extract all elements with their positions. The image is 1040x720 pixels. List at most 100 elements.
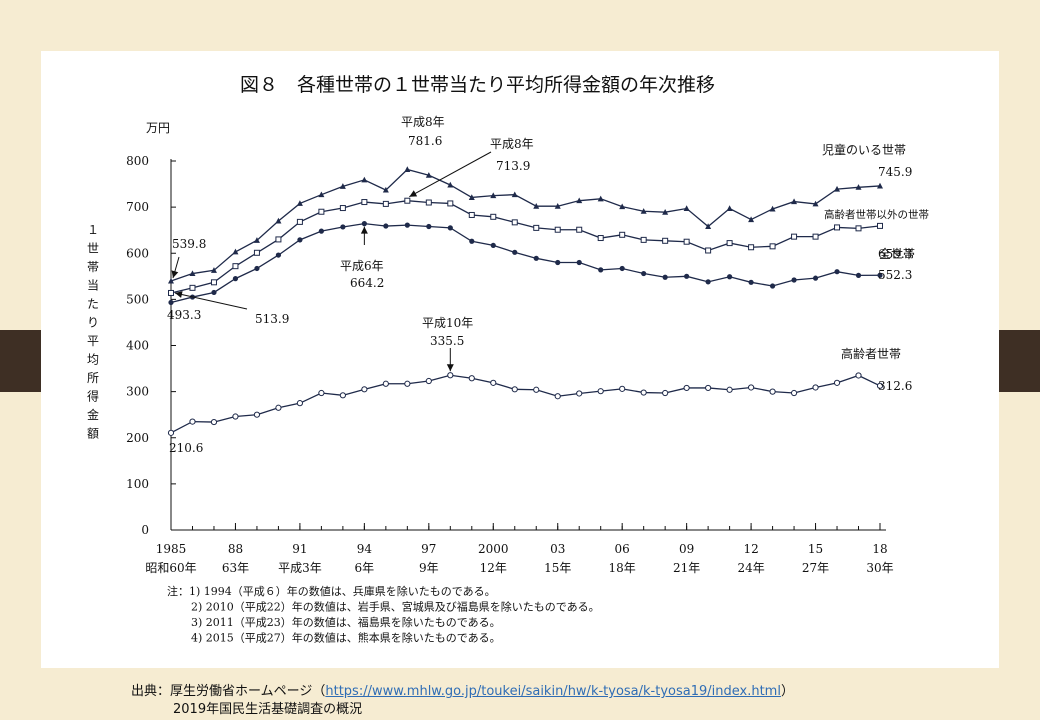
data-point bbox=[748, 216, 755, 223]
annotation-arrow-513-9-head bbox=[175, 291, 183, 298]
data-point bbox=[726, 240, 733, 247]
data-point bbox=[447, 200, 454, 207]
data-point bbox=[683, 384, 690, 392]
data-point bbox=[468, 211, 475, 218]
source-line: 出典：厚生労働省ホームページ（https://www.mhlw.go.jp/to… bbox=[131, 680, 794, 699]
annotation-value: 539.8 bbox=[172, 237, 206, 251]
data-point bbox=[597, 195, 604, 202]
x-tick-era-label: 昭和60年 bbox=[145, 561, 196, 575]
annotation-value: 659.3 bbox=[878, 247, 912, 261]
data-point bbox=[748, 244, 755, 251]
x-tick-label: 97 bbox=[421, 542, 436, 556]
data-point bbox=[210, 279, 217, 286]
series-open-square bbox=[168, 197, 883, 296]
series-line bbox=[170, 200, 881, 294]
data-point bbox=[769, 243, 776, 250]
data-point bbox=[533, 203, 540, 209]
x-tick-label: 94 bbox=[357, 542, 373, 556]
y-axis-label-char: り bbox=[87, 316, 99, 330]
data-point bbox=[253, 411, 261, 418]
data-point bbox=[511, 191, 518, 198]
data-point bbox=[490, 192, 497, 199]
data-point bbox=[812, 275, 819, 281]
x-tick-era-label: 15年 bbox=[544, 561, 571, 575]
chart-svg: 図８ 各種世帯の１世帯当たり平均所得金額の年次推移 万円 １ 世帯当たり平均所得金… bbox=[87, 74, 929, 645]
data-point bbox=[275, 404, 282, 411]
data-point bbox=[705, 279, 711, 285]
x-tick-era-label: 12年 bbox=[480, 561, 507, 575]
x-tick-label: 12 bbox=[743, 542, 758, 556]
data-point bbox=[210, 418, 218, 426]
data-point bbox=[426, 223, 432, 230]
footnote: 注：1) 1994（平成６）年の数値は、兵庫県を除いたものである。 bbox=[167, 584, 496, 598]
y-tick-label: 800 bbox=[126, 154, 149, 168]
data-point bbox=[382, 200, 389, 207]
data-point bbox=[834, 269, 840, 275]
chart-title: 図８ 各種世帯の１世帯当たり平均所得金額の年次推移 bbox=[240, 74, 715, 96]
data-point bbox=[662, 237, 669, 244]
annotation-value: 312.6 bbox=[878, 379, 912, 393]
legend-label-児童のいる世帯: 児童のいる世帯 bbox=[822, 142, 906, 157]
source-suffix: ） bbox=[780, 684, 794, 699]
legend-label-全世帯: 全世帯 bbox=[879, 246, 915, 261]
source-link[interactable]: https://www.mhlw.go.jp/toukei/saikin/hw/… bbox=[325, 684, 781, 699]
data-point bbox=[339, 205, 346, 212]
data-point bbox=[425, 199, 432, 206]
data-point bbox=[404, 166, 411, 172]
series-dot bbox=[168, 221, 883, 306]
data-point bbox=[447, 181, 454, 188]
x-tick-era-label: 平成3年 bbox=[278, 561, 322, 575]
data-point bbox=[812, 233, 819, 240]
footnote: 2) 2010（平成22）年の数値は、岩手県、宮城県及び福島県を除いたものである… bbox=[191, 600, 600, 614]
x-tick-era-label: 18年 bbox=[609, 561, 636, 575]
y-axis-label-char: 金 bbox=[87, 407, 99, 422]
y-tick-label: 600 bbox=[126, 246, 149, 260]
data-point bbox=[597, 235, 604, 242]
x-tick-label: 06 bbox=[615, 542, 630, 556]
series-group bbox=[167, 166, 884, 436]
data-point bbox=[361, 386, 368, 393]
data-point bbox=[640, 389, 647, 396]
x-tick-era-label: 63年 bbox=[222, 561, 249, 575]
data-point bbox=[683, 205, 690, 212]
data-point bbox=[425, 172, 432, 178]
annotation-value: 745.9 bbox=[878, 165, 912, 179]
data-point bbox=[705, 223, 712, 229]
annotation-arrow-539-8-head bbox=[171, 270, 179, 279]
data-point bbox=[727, 274, 733, 280]
x-tick-era-label: 24年 bbox=[737, 561, 764, 575]
annotation-arrow-713-9 bbox=[409, 151, 492, 198]
annotations: 平成8年 781.6 平成8年 713.9 平成6年 664.2 平成10年 335.5 539… bbox=[167, 115, 929, 455]
data-point bbox=[339, 392, 346, 399]
data-point bbox=[511, 386, 518, 393]
data-point bbox=[705, 247, 712, 254]
data-point bbox=[210, 267, 217, 273]
data-point bbox=[404, 197, 411, 204]
data-point bbox=[425, 377, 432, 385]
data-point bbox=[296, 200, 303, 206]
annotation-value: 713.9 bbox=[496, 159, 530, 173]
data-point bbox=[554, 226, 561, 233]
data-point bbox=[168, 277, 174, 284]
data-point bbox=[747, 384, 755, 391]
data-point bbox=[318, 389, 325, 397]
data-point bbox=[404, 222, 410, 228]
annotation-label: 平成6年 bbox=[340, 259, 384, 273]
data-point bbox=[232, 276, 239, 282]
y-axis-label: １ 世帯当たり平均所得金額 bbox=[87, 223, 99, 441]
data-point bbox=[490, 379, 497, 386]
data-point bbox=[232, 413, 239, 420]
data-point bbox=[490, 213, 497, 220]
data-point bbox=[296, 400, 304, 407]
x-tick-label: 15 bbox=[808, 542, 823, 556]
data-point bbox=[576, 226, 583, 233]
data-point bbox=[275, 217, 282, 224]
annotation-arrow-664-2-head bbox=[360, 226, 368, 234]
x-tick-era-label: 30年 bbox=[866, 561, 893, 575]
y-axis-label-char: １ bbox=[87, 223, 99, 237]
y-tick-label: 100 bbox=[126, 477, 149, 491]
data-point bbox=[576, 197, 583, 204]
data-point bbox=[662, 208, 669, 215]
data-point bbox=[855, 184, 862, 190]
x-tick-label: 1985 bbox=[156, 542, 187, 556]
